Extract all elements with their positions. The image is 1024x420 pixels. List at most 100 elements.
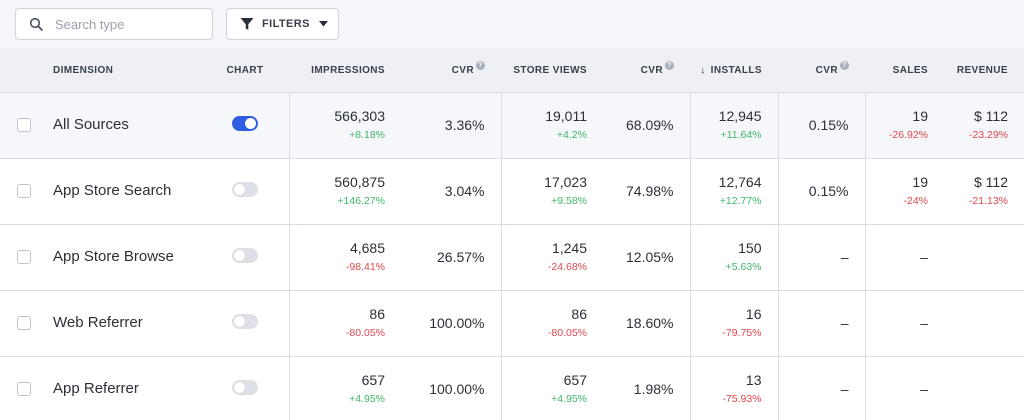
impressions-change: -98.41% <box>345 261 385 273</box>
column-header-dimension[interactable]: DIMENSION <box>0 49 201 93</box>
chart-toggle[interactable] <box>231 248 258 263</box>
sales-value: – <box>920 381 928 397</box>
cvr-installs-value: – <box>840 381 849 397</box>
revenue-change: -23.29% <box>968 129 1008 141</box>
revenue-cell: $ 112 -23.29% <box>944 92 1024 158</box>
installs-value: 13 <box>745 372 762 388</box>
store-views-cell: 19,011 +4.2% <box>501 92 603 158</box>
row-checkbox[interactable] <box>17 316 31 330</box>
installs-change: +12.77% <box>719 195 762 207</box>
dimension-cell: Web Referrer <box>0 290 201 356</box>
cvr-installs-cell: – <box>778 224 866 290</box>
impressions-value: 560,875 <box>334 174 385 190</box>
column-header-cvr-installs[interactable]: CVR? <box>778 49 865 93</box>
sales-value: 19 <box>912 108 928 124</box>
impressions-cell: 86 -80.05% <box>289 290 401 356</box>
toggle-knob <box>233 184 245 195</box>
column-header-sales[interactable]: SALES <box>865 49 944 93</box>
cvr-store-views-cell: 12.05% <box>603 224 691 290</box>
cvr-impressions-cell: 3.04% <box>401 158 502 224</box>
impressions-value: 4,685 <box>349 240 385 256</box>
column-header-impressions[interactable]: IMPRESSIONS <box>289 49 401 93</box>
cvr-impressions-cell: 100.00% <box>401 290 502 356</box>
row-checkbox[interactable] <box>17 250 31 264</box>
sales-cell: 19 -24% <box>865 158 944 224</box>
impressions-change: +4.95% <box>349 393 385 405</box>
table-row[interactable]: App Store Search 560,875 +146.27% 3.04% 17,0… <box>0 158 1024 224</box>
chart-toggle[interactable] <box>231 380 258 395</box>
chart-toggle[interactable] <box>231 314 258 329</box>
search-box[interactable] <box>15 8 213 40</box>
installs-change: -75.93% <box>722 393 762 405</box>
cvr-impressions-cell: 100.00% <box>401 356 502 420</box>
table-row[interactable]: App Referrer 657 +4.95% 100.00% 657 +4.95% 1.9… <box>0 356 1024 420</box>
impressions-cell: 657 +4.95% <box>289 356 401 420</box>
revenue-value: $ 112 <box>974 108 1008 124</box>
chart-toggle[interactable] <box>231 182 258 197</box>
row-checkbox[interactable] <box>17 184 31 198</box>
store-views-value: 657 <box>563 372 587 388</box>
row-checkbox[interactable] <box>17 382 31 396</box>
cvr-installs-cell: 0.15% <box>778 92 866 158</box>
column-header-store-views[interactable]: STORE VIEWS <box>501 49 603 93</box>
installs-cell: 150 +5.63% <box>690 224 779 290</box>
installs-cell: 12,945 +11.64% <box>690 92 779 158</box>
sales-value: 19 <box>912 174 928 190</box>
sales-cell: – <box>865 224 944 290</box>
impressions-change: +8.18% <box>349 129 385 141</box>
installs-header-label: INSTALLS <box>710 64 762 76</box>
help-icon[interactable]: ? <box>665 60 674 70</box>
installs-value: 12,764 <box>718 174 762 190</box>
dimension-name: Web Referrer <box>53 314 143 331</box>
column-header-revenue[interactable]: REVENUE <box>944 49 1024 93</box>
table-row[interactable]: App Store Browse 4,685 -98.41% 26.57% 1,245 -… <box>0 224 1024 290</box>
revenue-change: -21.13% <box>968 195 1008 207</box>
revenue-cell: $ 112 -21.13% <box>944 158 1024 224</box>
store-views-change: +4.2% <box>556 129 587 141</box>
store-views-cell: 1,245 -24.68% <box>501 224 603 290</box>
cvr-header-label: CVR <box>815 64 838 76</box>
filters-button[interactable]: FILTERS <box>226 8 339 40</box>
column-header-cvr-store-views[interactable]: CVR? <box>603 49 690 93</box>
dimension-cell: App Referrer <box>0 356 201 420</box>
revenue-cell <box>944 290 1024 356</box>
table-header-row: DIMENSION CHART IMPRESSIONS CVR? STORE V… <box>0 49 1024 93</box>
search-input[interactable] <box>55 16 205 32</box>
installs-value: 12,945 <box>718 108 762 124</box>
cvr-store-views-value: 68.09% <box>626 117 674 133</box>
filters-label: FILTERS <box>262 18 310 30</box>
table-row[interactable]: All Sources 566,303 +8.18% 3.36% 19,011 +4.2%… <box>0 92 1024 158</box>
cvr-store-views-value: 18.60% <box>626 315 674 331</box>
filter-icon <box>240 18 254 30</box>
help-icon[interactable]: ? <box>840 60 849 70</box>
dimension-cell: App Store Search <box>0 158 201 224</box>
column-header-cvr-impressions[interactable]: CVR? <box>401 49 501 93</box>
installs-change: -79.75% <box>722 327 762 339</box>
dimension-cell: All Sources <box>0 92 201 158</box>
store-views-change: +4.95% <box>551 393 587 405</box>
cvr-header-label: CVR <box>451 64 474 76</box>
help-icon[interactable]: ? <box>476 60 485 70</box>
data-table: DIMENSION CHART IMPRESSIONS CVR? STORE V… <box>0 49 1024 420</box>
revenue-cell <box>944 356 1024 420</box>
installs-cell: 12,764 +12.77% <box>690 158 779 224</box>
chart-header-label: CHART <box>226 64 264 76</box>
chart-toggle[interactable] <box>231 116 258 131</box>
chart-cell <box>201 356 290 420</box>
cvr-impressions-cell: 26.57% <box>401 224 502 290</box>
cvr-impressions-value: 100.00% <box>429 315 485 331</box>
toggle-knob <box>233 382 245 393</box>
row-checkbox[interactable] <box>17 118 31 132</box>
cvr-store-views-value: 74.98% <box>626 183 674 199</box>
impressions-value: 657 <box>361 372 385 388</box>
column-header-chart: CHART <box>201 49 289 93</box>
dimension-name: App Store Search <box>53 182 172 199</box>
cvr-installs-value: 0.15% <box>808 117 849 133</box>
table-row[interactable]: Web Referrer 86 -80.05% 100.00% 86 -80.05% 18.… <box>0 290 1024 356</box>
dimension-name: All Sources <box>53 116 129 133</box>
sales-cell: – <box>865 290 944 356</box>
dimension-header-label: DIMENSION <box>53 64 114 76</box>
cvr-impressions-value: 100.00% <box>429 381 485 397</box>
cvr-impressions-cell: 3.36% <box>401 92 502 158</box>
column-header-installs[interactable]: ↓ INSTALLS <box>690 49 778 93</box>
